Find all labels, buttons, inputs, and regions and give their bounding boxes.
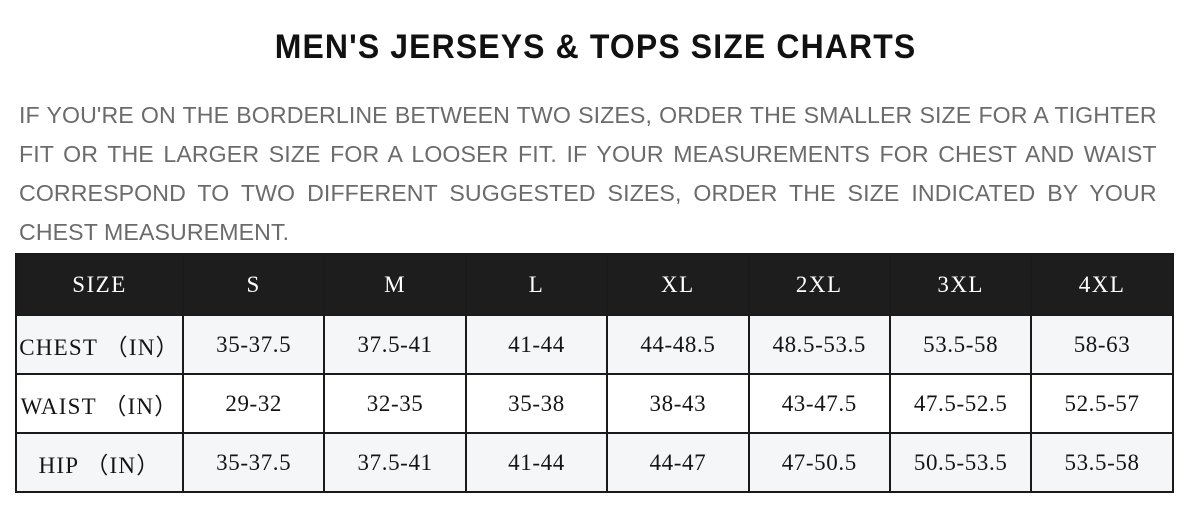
table-row: WAIST （IN） 29-32 32-35 35-38 38-43 43-47… [15, 373, 1174, 434]
cell-hip-xl: 44-47 [606, 432, 750, 493]
cell-waist-xl: 38-43 [606, 373, 750, 434]
cell-waist-s: 29-32 [181, 373, 326, 434]
cell-chest-xl: 44-48.5 [606, 314, 750, 375]
cell-waist-l: 35-38 [464, 373, 609, 434]
size-chart-table: SIZE S M L XL 2XL 3XL 4XL CHEST （IN） 35-… [15, 253, 1174, 493]
cell-hip-2xl: 47-50.5 [747, 432, 891, 493]
cell-waist-4xl: 52.5-57 [1030, 373, 1174, 434]
table-row: HIP （IN） 35-37.5 37.5-41 41-44 44-47 47-… [15, 432, 1174, 493]
row-label-waist: WAIST （IN） [15, 373, 184, 434]
cell-chest-l: 41-44 [464, 314, 609, 375]
cell-chest-3xl: 53.5-58 [888, 314, 1033, 375]
table-body: CHEST （IN） 35-37.5 37.5-41 41-44 44-48.5… [15, 314, 1174, 493]
row-label-chest: CHEST （IN） [15, 314, 184, 375]
column-header-3xl: 3XL [888, 253, 1033, 316]
cell-waist-m: 32-35 [323, 373, 467, 434]
cell-hip-4xl: 53.5-58 [1030, 432, 1174, 493]
page-title: MEN'S JERSEYS & TOPS SIZE CHARTS [274, 28, 917, 66]
table-header-row: SIZE S M L XL 2XL 3XL 4XL [15, 253, 1174, 316]
cell-hip-m: 37.5-41 [323, 432, 467, 493]
column-header-m: M [323, 253, 467, 316]
column-header-4xl: 4XL [1030, 253, 1174, 316]
cell-chest-m: 37.5-41 [323, 314, 467, 375]
table-row: CHEST （IN） 35-37.5 37.5-41 41-44 44-48.5… [15, 314, 1174, 375]
column-header-size: SIZE [15, 253, 184, 316]
cell-hip-3xl: 50.5-53.5 [888, 432, 1033, 493]
cell-chest-2xl: 48.5-53.5 [747, 314, 891, 375]
cell-hip-s: 35-37.5 [181, 432, 326, 493]
cell-hip-l: 41-44 [464, 432, 609, 493]
table-header: SIZE S M L XL 2XL 3XL 4XL [15, 253, 1174, 316]
row-label-hip: HIP （IN） [15, 432, 184, 493]
cell-chest-4xl: 58-63 [1030, 314, 1174, 375]
column-header-xl: XL [606, 253, 750, 316]
cell-waist-2xl: 43-47.5 [747, 373, 891, 434]
cell-chest-s: 35-37.5 [181, 314, 326, 375]
column-header-2xl: 2XL [747, 253, 891, 316]
cell-waist-3xl: 47.5-52.5 [888, 373, 1033, 434]
size-chart-table-wrapper: SIZE S M L XL 2XL 3XL 4XL CHEST （IN） 35-… [15, 253, 1174, 493]
column-header-s: S [181, 253, 326, 316]
column-header-l: L [464, 253, 609, 316]
intro-paragraph: IF YOU'RE ON THE BORDERLINE BETWEEN TWO … [19, 102, 1157, 245]
